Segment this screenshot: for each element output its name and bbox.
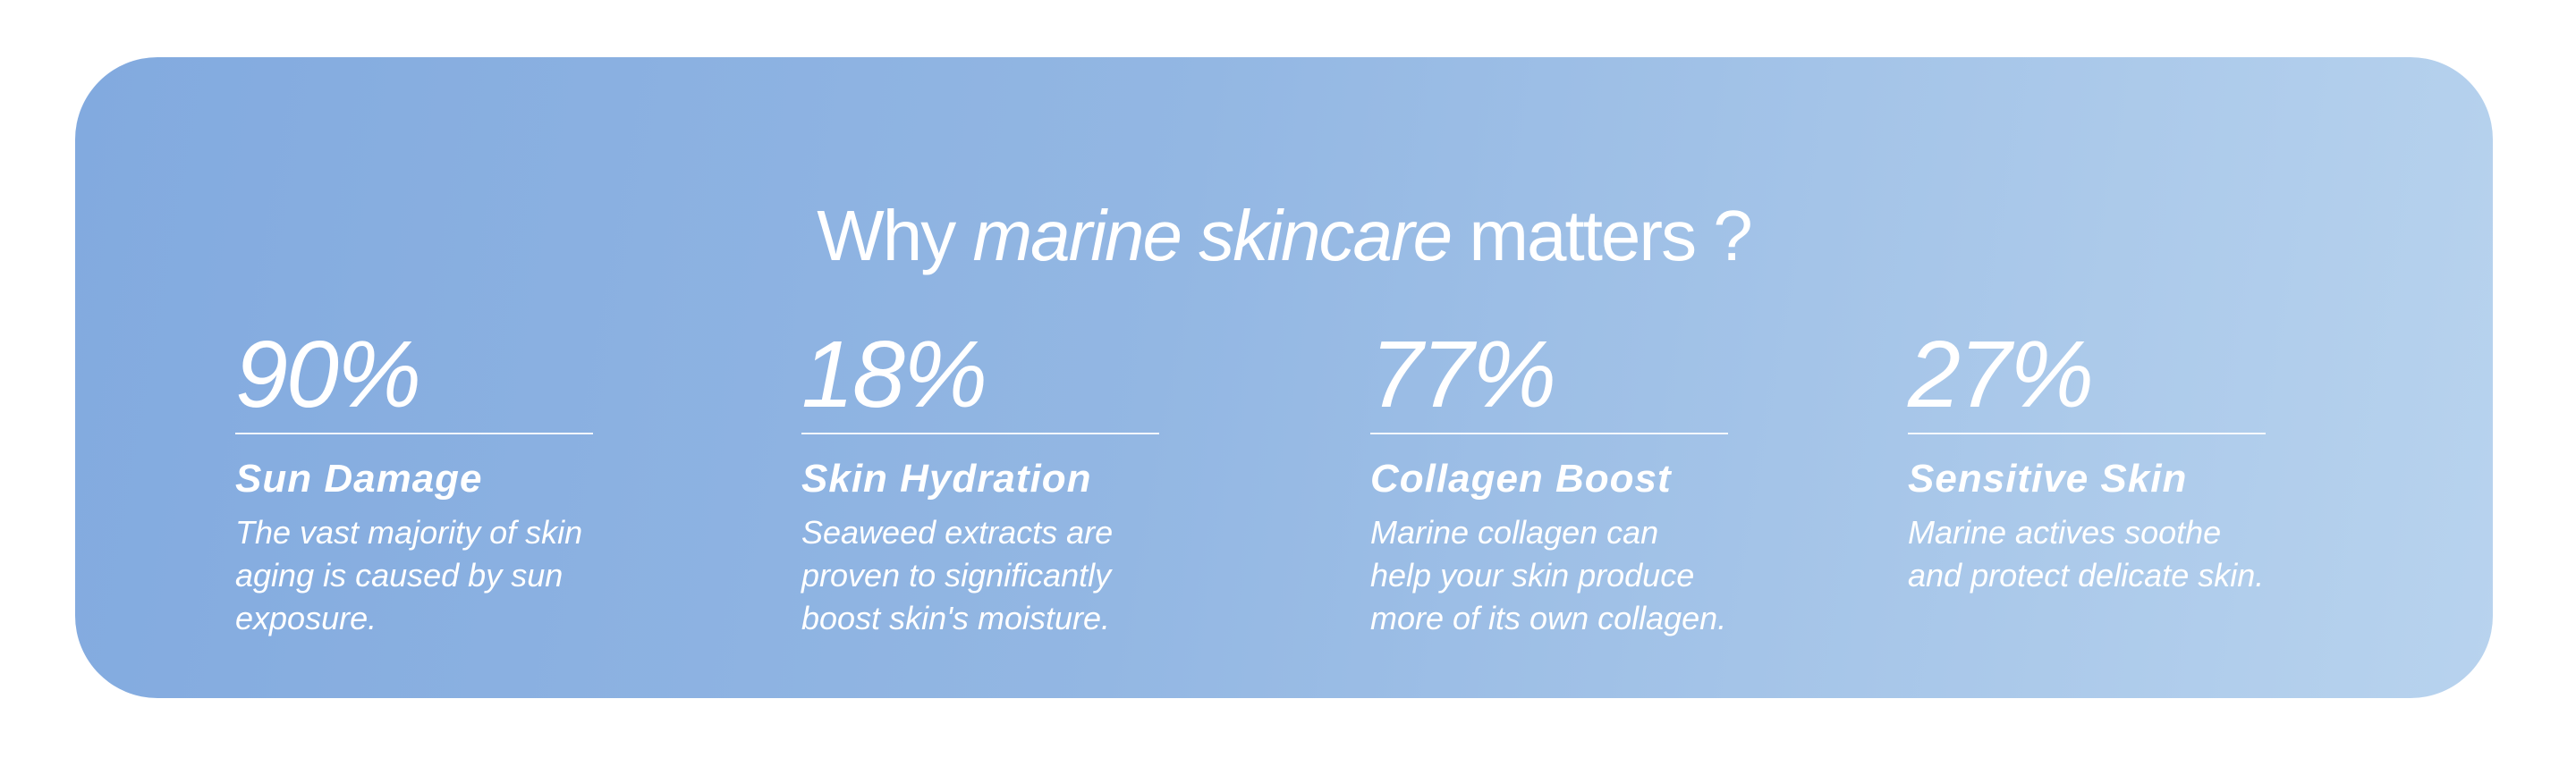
divider	[1370, 433, 1728, 434]
stat-column: 18% Skin Hydration Seaweed extracts are pro…	[801, 325, 1222, 640]
card: Why marine skincare matters ? 90% Sun Dam…	[75, 57, 2493, 698]
stat-heading: Sun Damage	[235, 457, 483, 501]
stat-figure: 27%	[1908, 322, 2094, 427]
title-emphasis: marine skincare	[972, 196, 1453, 275]
description-line: Marine actives soothe	[1908, 514, 2222, 551]
description-line: exposure.	[235, 600, 377, 636]
description-line: more of its own collagen.	[1370, 600, 1727, 636]
title: Why marine skincare matters ?	[75, 191, 2493, 281]
divider	[801, 433, 1159, 434]
stat-figure: 90%	[235, 322, 421, 427]
divider	[1908, 433, 2266, 434]
description-line: boost skin's moisture.	[801, 600, 1111, 636]
title-text: Why	[817, 196, 956, 275]
description-line: aging is caused by sun	[235, 557, 564, 594]
stat-description: Seaweed extracts are proven to significan…	[801, 511, 1222, 640]
description-line: and protect delicate skin.	[1908, 557, 2265, 594]
stat-figure: 18%	[801, 322, 987, 427]
description-line: help your skin produce	[1370, 557, 1695, 594]
stat-description: The vast majority of skin aging is caused…	[235, 511, 656, 640]
description-line: Seaweed extracts are	[801, 514, 1114, 551]
stat-description: Marine collagen can help your skin produc…	[1370, 511, 1791, 640]
title-text: matters ?	[1469, 196, 1752, 275]
description-line: The vast majority of skin	[235, 514, 583, 551]
divider	[235, 433, 593, 434]
stat-column: 90% Sun Damage The vast majority of skin ag…	[235, 325, 656, 640]
stat-description: Marine actives soothe and protect delicat…	[1908, 511, 2328, 597]
description-line: proven to significantly	[801, 557, 1112, 594]
stat-heading: Sensitive Skin	[1908, 457, 2188, 501]
stat-column: 27% Sensitive Skin Marine actives soothe an…	[1908, 325, 2328, 597]
stat-heading: Skin Hydration	[801, 457, 1092, 501]
stat-column: 77% Collagen Boost Marine collagen can help…	[1370, 325, 1791, 640]
stat-figure: 77%	[1370, 322, 1556, 427]
description-line: Marine collagen can	[1370, 514, 1659, 551]
stat-heading: Collagen Boost	[1370, 457, 1672, 501]
